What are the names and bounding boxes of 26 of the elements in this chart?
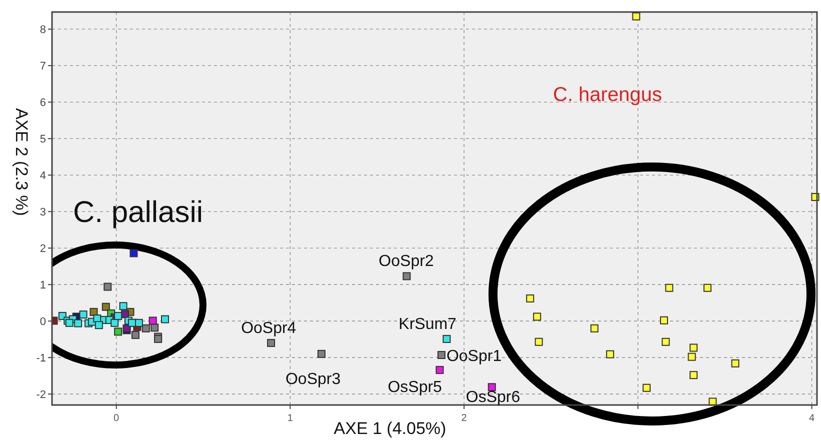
annotation: KrSum7	[398, 316, 457, 333]
annotation: OoSpr4	[241, 320, 296, 337]
annotation: OsSpr6	[466, 389, 520, 406]
y-tick-label: 0	[40, 316, 46, 328]
y-tick-label: 6	[40, 97, 46, 110]
y-tick-label: 8	[40, 24, 46, 36]
annotation: C. pallasii	[73, 196, 204, 229]
x-tick-label: 2	[461, 413, 468, 424]
y-tick-label: -1	[36, 352, 46, 365]
annotation: OoSpr1	[446, 348, 502, 366]
annotation: OoSpr3	[285, 370, 341, 388]
y-tick-label: 3	[40, 206, 46, 219]
y-tick-label: 4	[40, 170, 46, 182]
x-tick-label: 1	[287, 413, 294, 424]
x-tick-label: 4	[809, 413, 816, 424]
y-tick-label: 5	[40, 134, 46, 146]
annotation: OoSpr2	[378, 253, 434, 270]
x-axis-title: AXE 1 (4.05%)	[334, 419, 446, 438]
annotation: C. harengus	[553, 84, 662, 106]
x-tick-label: 0	[114, 413, 120, 424]
y-axis-title: AXE 2 (2.3 %)	[12, 108, 31, 216]
y-tick-label: 2	[40, 243, 46, 256]
annotation: OsSpr5	[388, 378, 442, 396]
y-tick-label: 1	[40, 280, 46, 292]
y-tick-label: 7	[40, 60, 46, 73]
y-tick-label: -2	[36, 389, 46, 402]
